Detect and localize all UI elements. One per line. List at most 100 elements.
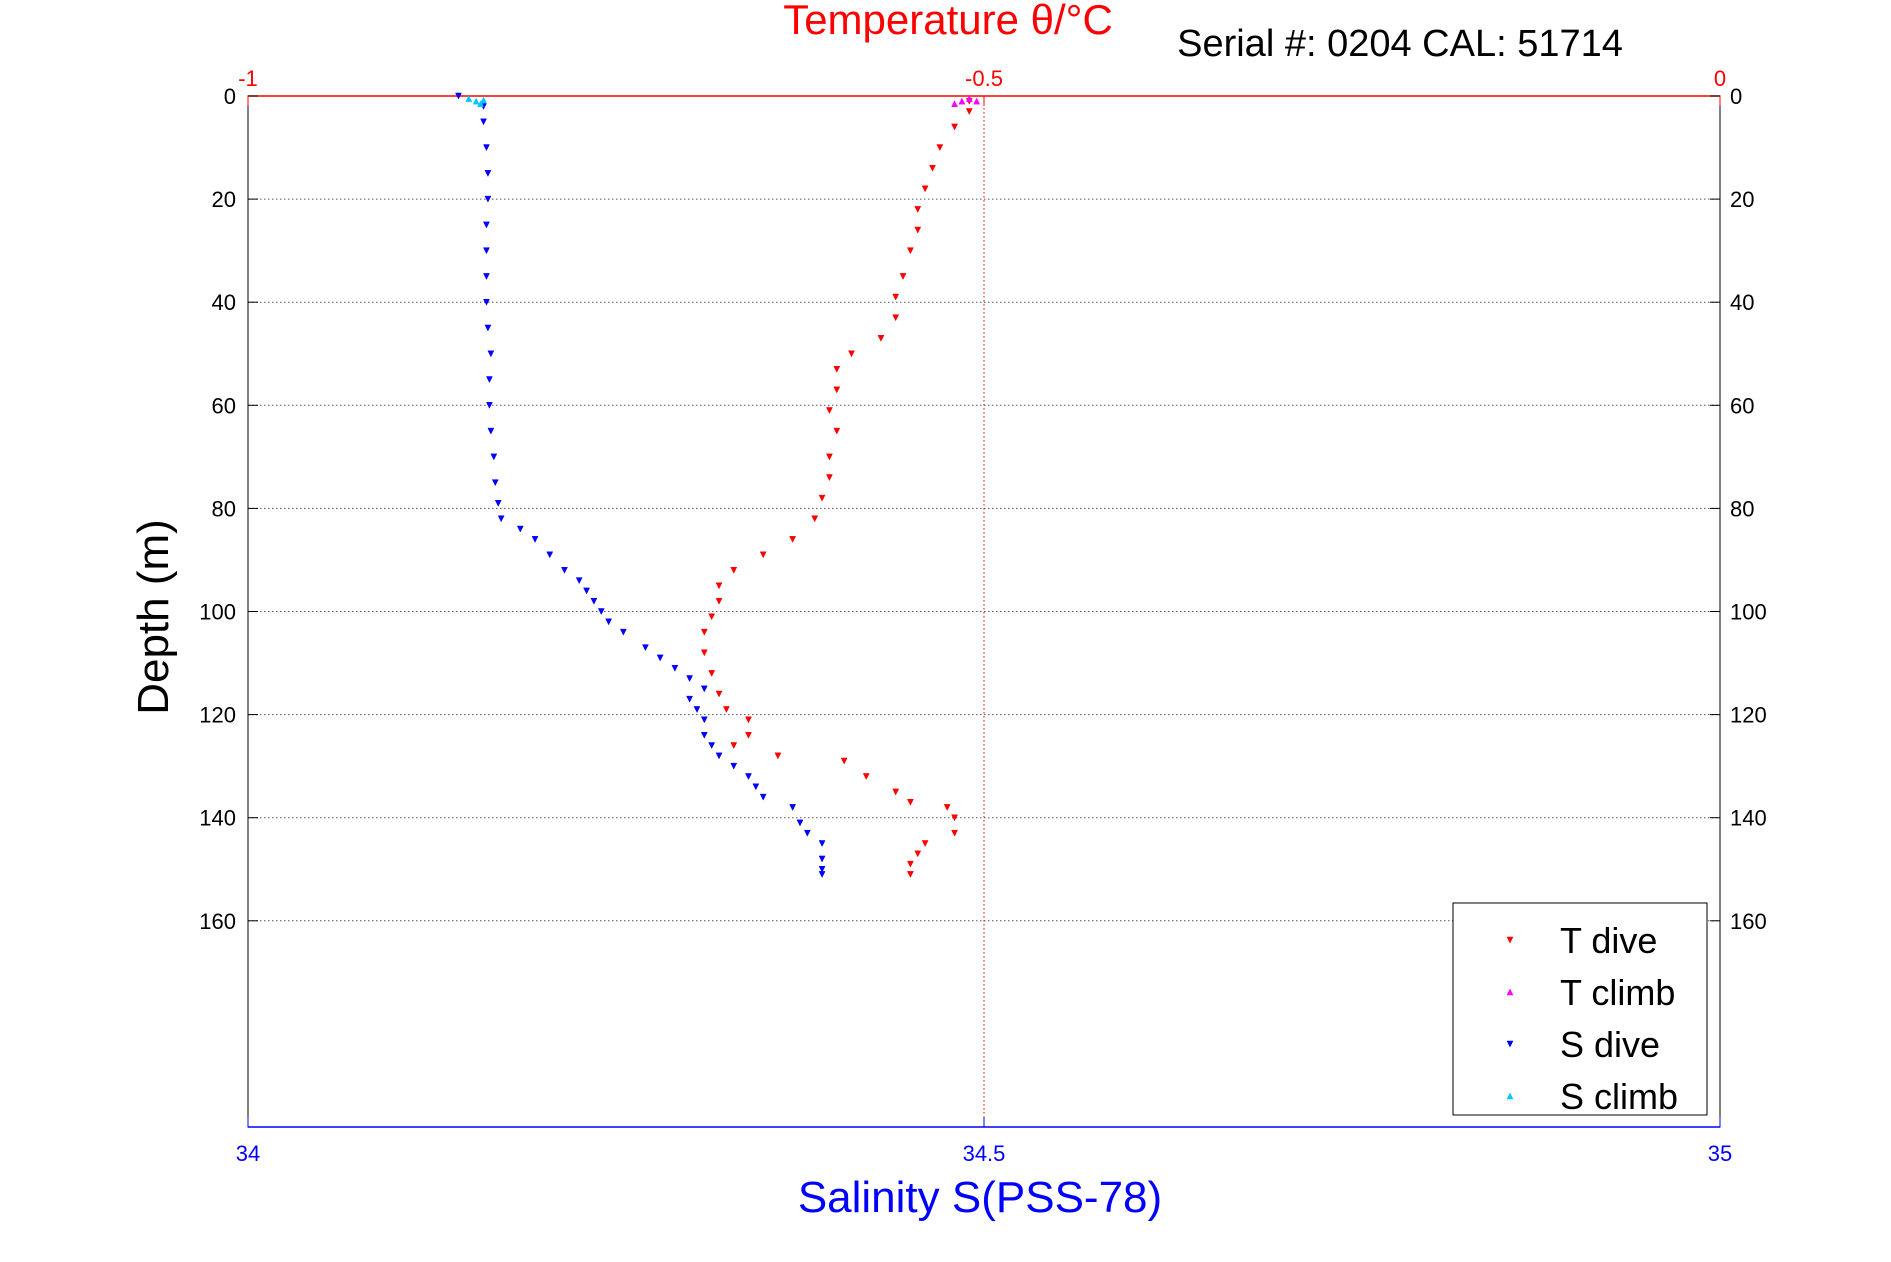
data-point [465,95,473,102]
data-point [877,335,885,342]
data-point [605,618,613,626]
data-point [774,752,782,760]
data-point [708,742,716,750]
data-point [745,773,752,781]
data-point [700,731,708,739]
data-point [906,860,914,868]
data-point [480,96,487,104]
data-point [921,185,929,193]
bottom-ticks: 34 34.5 35 [236,1117,1732,1166]
data-point [490,453,498,461]
data-point [840,757,848,765]
data-point [730,762,738,770]
data-point [486,376,493,384]
data-point [561,567,568,574]
legend-marker [1506,1092,1514,1100]
data-point [759,793,767,801]
data-point [862,773,870,781]
data-point [951,123,958,131]
chart-subtitle: Serial #: 0204 CAL: 51714 [1177,23,1623,65]
data-point [818,866,826,873]
y-ticks: 0 0 20 20 40 40 60 60 80 80 100 100 120 120 140 140 160 1… [199,84,1766,934]
data-point [803,829,811,837]
data-point [700,716,708,724]
data-point [789,536,797,543]
data-point [943,804,951,811]
grid [248,96,1720,1127]
data-point [583,587,590,595]
data-point [965,108,973,116]
data-point [752,783,760,791]
y-tick-label-right: 40 [1730,290,1754,315]
y-tick-label-right: 80 [1730,496,1754,521]
series-s-dive [455,92,826,878]
data-point [811,515,819,523]
data-point [455,92,462,100]
data-point [892,314,900,322]
legend-marker [1506,1040,1514,1048]
data-point [848,350,855,358]
data-point [914,206,922,213]
data-point [929,164,936,172]
data-point [597,608,605,616]
y-tick-label: 140 [199,806,236,831]
legend-label: S climb [1560,1076,1678,1117]
data-point [686,695,694,703]
data-point [497,515,505,523]
data-point [472,97,480,105]
data-point [693,706,701,714]
data-point [484,170,492,177]
bottom-tick-label: 35 [1708,1141,1732,1166]
data-point [951,814,958,822]
data-point [715,752,723,760]
data-point [818,871,826,878]
data-point [936,144,944,152]
y-tick-label: 20 [212,187,236,212]
data-point [483,298,490,306]
data-point [715,582,723,590]
y-axis-label: Depth (m) [129,519,178,715]
data-point [906,247,914,255]
data-point [546,551,554,559]
data-point [965,95,973,102]
legend-label: S dive [1560,1024,1660,1065]
data-point [715,597,723,605]
y-tick-label: 60 [212,393,236,418]
data-point [494,499,502,507]
data-point [700,649,708,657]
data-point [730,742,738,750]
data-point [818,840,826,848]
y-tick-label-right: 60 [1730,393,1754,418]
y-tick-label-right: 0 [1730,84,1742,109]
data-point [906,798,914,806]
legend-label: T dive [1560,920,1657,961]
y-tick-label-right: 160 [1730,909,1767,934]
data-point [833,365,841,373]
y-tick-label: 80 [212,496,236,521]
data-point [656,654,664,662]
legend-marker [1506,936,1514,944]
y-tick-label: 0 [224,84,236,109]
data-point [789,804,797,811]
data-point [818,494,826,502]
data-point [671,664,679,672]
bottom-tick-label: 34 [236,1141,260,1166]
data-point [892,788,900,796]
y-tick-label: 100 [199,600,236,625]
top-ticks: -1 -0.5 0 [238,66,1726,106]
y-tick-label: 160 [199,909,236,934]
top-tick-label: -1 [238,66,258,91]
data-point [715,690,723,698]
data-points [455,92,981,878]
data-point [722,706,730,714]
y-tick-label-right: 140 [1730,806,1767,831]
legend-box [1452,902,1708,1116]
data-point [914,850,922,858]
data-point [575,577,583,585]
data-point [826,453,833,461]
data-point [486,402,493,409]
data-point [914,226,922,234]
series-t-climb [951,95,981,107]
data-point [483,221,490,229]
